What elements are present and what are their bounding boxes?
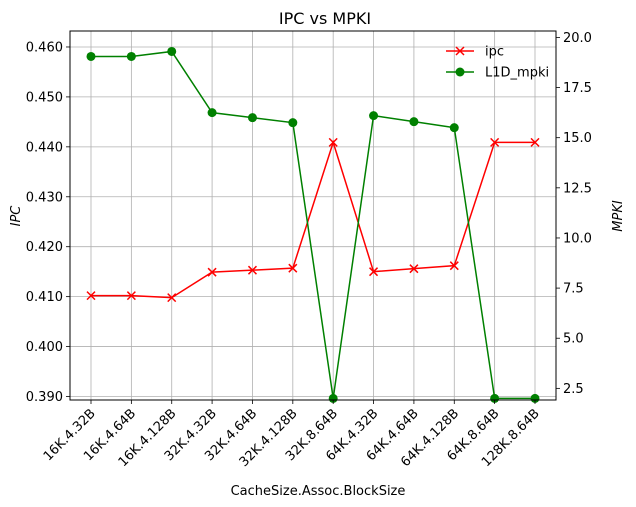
y-right-tick-label: 20.0 xyxy=(563,31,592,46)
y-left-tick-label: 0.450 xyxy=(26,90,63,105)
data-point-L1D_mpki xyxy=(288,118,298,128)
y-left-tick-label: 0.400 xyxy=(26,340,63,355)
data-point-ipc xyxy=(167,293,177,303)
grid xyxy=(70,31,556,400)
y-right-tick-label: 2.5 xyxy=(563,382,584,397)
y-left-tick-label: 0.440 xyxy=(26,140,63,155)
y-left-axis-label: IPC xyxy=(9,205,24,227)
data-point-L1D_mpki xyxy=(167,46,177,56)
legend-label-L1D_mpki: L1D_mpki xyxy=(485,66,549,81)
legend-marker-ipc xyxy=(455,46,465,56)
data-point-L1D_mpki xyxy=(490,393,500,403)
y-right-axis-ticks: 2.5 5.0 7.5 10.0 12.5 15.0 17.5 20.0 xyxy=(556,31,592,397)
y-left-tick-label: 0.390 xyxy=(26,390,63,405)
y-right-tick-label: 17.5 xyxy=(563,81,592,96)
data-point-ipc xyxy=(530,137,540,147)
data-point-ipc xyxy=(490,137,500,147)
y-left-axis-ticks: 0.390 0.400 0.410 0.420 0.430 0.440 0.450 0.460 xyxy=(26,40,70,405)
legend-label-ipc: ipc xyxy=(485,45,504,60)
data-point-L1D_mpki xyxy=(126,51,136,61)
data-point-ipc xyxy=(369,267,379,277)
y-right-tick-label: 12.5 xyxy=(563,181,592,196)
data-point-L1D_mpki xyxy=(369,111,379,121)
y-left-tick-label: 0.420 xyxy=(26,240,63,255)
data-point-ipc xyxy=(409,264,419,274)
y-right-tick-label: 15.0 xyxy=(563,131,592,146)
data-point-L1D_mpki xyxy=(328,393,338,403)
data-point-ipc xyxy=(126,291,136,301)
y-right-axis-label: MPKI xyxy=(611,200,626,232)
plot-frame xyxy=(69,30,557,401)
data-point-L1D_mpki xyxy=(207,108,217,118)
y-right-tick-label: 7.5 xyxy=(563,282,584,297)
data-point-ipc xyxy=(207,267,217,277)
chart-title: IPC vs MPKI xyxy=(279,9,371,28)
y-left-tick-label: 0.410 xyxy=(26,290,63,305)
data-point-ipc xyxy=(328,137,338,147)
y-right-tick-label: 10.0 xyxy=(563,231,592,246)
data-point-ipc xyxy=(288,263,298,273)
series-line-ipc xyxy=(91,139,535,299)
x-axis-ticks: 16K.4.32B16K.4.64B16K.4.128B32K.4.32B32K… xyxy=(41,400,543,470)
data-point-L1D_mpki xyxy=(247,113,257,123)
data-point-L1D_mpki xyxy=(409,117,419,127)
legend: ipc L1D_mpki xyxy=(446,45,549,81)
data-point-ipc xyxy=(449,261,459,271)
data-point-ipc xyxy=(247,265,257,275)
data-point-ipc xyxy=(86,291,96,301)
y-left-tick-label: 0.460 xyxy=(26,40,63,55)
data-point-L1D_mpki xyxy=(530,393,540,403)
series-line-L1D_mpki xyxy=(91,50,535,400)
legend-marker-L1D_mpki xyxy=(455,67,465,77)
data-point-L1D_mpki xyxy=(86,51,96,61)
plot-series xyxy=(86,46,540,403)
x-axis-label: CacheSize.Assoc.BlockSize xyxy=(231,484,406,499)
y-left-tick-label: 0.430 xyxy=(26,190,63,205)
y-right-tick-label: 5.0 xyxy=(563,332,584,347)
data-point-L1D_mpki xyxy=(449,123,459,133)
